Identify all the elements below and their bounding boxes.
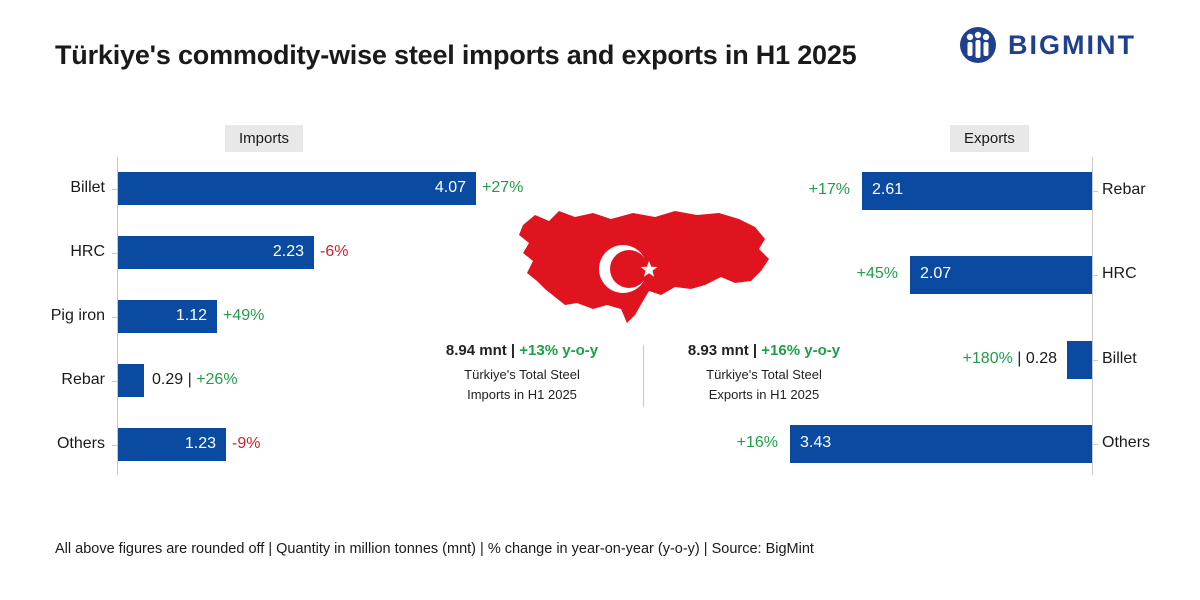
imports-category-label: HRC	[70, 242, 105, 260]
exports-axis-tick	[1092, 444, 1098, 445]
exports-summary: 8.93 mnt | +16% y-o-y Türkiye's Total St…	[654, 342, 874, 405]
turkiye-flag-map-icon	[519, 211, 769, 323]
exports-bar	[790, 425, 1092, 463]
imports-outside-label: 0.29 | +26%	[152, 371, 238, 389]
exports-yoy-label: +16%	[736, 434, 778, 451]
imports-category-label: Pig iron	[50, 306, 105, 324]
label-separator: |	[183, 370, 197, 388]
exports-yoy-label: +180%	[962, 350, 1013, 367]
imports-total: 8.94 mnt	[445, 342, 507, 359]
imports-axis-tick	[112, 316, 118, 318]
exports-bar	[910, 256, 1092, 294]
imports-axis	[117, 157, 118, 475]
brand-name: BIGMINT	[1008, 29, 1136, 60]
imports-bar	[118, 428, 226, 461]
exports-bar	[862, 172, 1092, 210]
exports-value-label: 0.28	[1025, 350, 1057, 367]
imports-bar	[118, 236, 314, 269]
exports-axis	[1092, 157, 1093, 475]
imports-yoy-label: +27%	[482, 178, 524, 196]
imports-axis-tick	[112, 380, 118, 382]
imports-summary-separator: |	[506, 342, 520, 359]
exports-category-label: Billet	[1102, 350, 1137, 367]
exports-value-label: 3.43	[800, 434, 832, 451]
imports-summary-line1: Türkiye's Total Steel	[464, 367, 580, 382]
exports-summary-line1: Türkiye's Total Steel	[706, 367, 822, 382]
exports-outside-label: +180% | 0.28	[963, 350, 1057, 368]
exports-value-label: 2.61	[872, 181, 904, 198]
brand-logo: BIGMINT	[958, 26, 1136, 64]
imports-summary: 8.94 mnt | +13% y-o-y Türkiye's Total St…	[412, 342, 632, 405]
exports-axis-tick	[1092, 275, 1098, 276]
imports-axis-tick	[112, 188, 118, 190]
exports-bar	[1067, 341, 1092, 379]
imports-value-label: 2.23	[272, 242, 304, 260]
imports-yoy-label: -9%	[232, 434, 261, 452]
imports-yoy-label: +26%	[196, 370, 238, 388]
exports-summary-separator: |	[748, 342, 762, 359]
summary-divider	[643, 345, 644, 407]
imports-yoy-label: -6%	[320, 242, 349, 260]
imports-value-label: 4.07	[434, 178, 466, 196]
exports-yoy-label: +17%	[808, 181, 850, 198]
imports-category-label: Rebar	[61, 370, 105, 388]
footer-note: All above figures are rounded off | Quan…	[55, 541, 814, 557]
imports-value-label: 0.29	[152, 370, 184, 388]
bigmint-people-logo-icon	[960, 27, 996, 63]
exports-yoy-label: +45%	[856, 265, 898, 282]
imports-summary-line2: Imports in H1 2025	[467, 387, 577, 402]
imports-value-label: 1.23	[184, 434, 216, 452]
imports-bar	[118, 364, 144, 397]
imports-axis-tick	[112, 444, 118, 446]
imports-category-label: Others	[56, 434, 105, 452]
imports-value-label: 1.12	[175, 306, 207, 324]
exports-category-label: Rebar	[1102, 181, 1146, 198]
exports-label: Exports	[950, 125, 1029, 152]
exports-axis-tick	[1092, 191, 1098, 192]
exports-axis-tick	[1092, 360, 1098, 361]
exports-category-label: HRC	[1102, 265, 1137, 282]
label-separator: |	[1012, 350, 1026, 367]
imports-total-yoy: +13% y-o-y	[519, 342, 599, 359]
imports-axis-tick	[112, 252, 118, 254]
imports-bar	[118, 300, 217, 333]
exports-summary-line2: Exports in H1 2025	[708, 387, 820, 402]
exports-total-yoy: +16% y-o-y	[761, 342, 841, 359]
exports-total: 8.93 mnt	[687, 342, 749, 359]
imports-bar	[118, 172, 476, 205]
chart-title: Türkiye's commodity-wise steel imports a…	[55, 40, 857, 70]
exports-category-label: Others	[1102, 434, 1151, 451]
imports-label: Imports	[225, 125, 304, 152]
imports-category-label: Billet	[70, 178, 105, 196]
imports-yoy-label: +49%	[223, 306, 265, 324]
exports-value-label: 2.07	[920, 265, 952, 282]
